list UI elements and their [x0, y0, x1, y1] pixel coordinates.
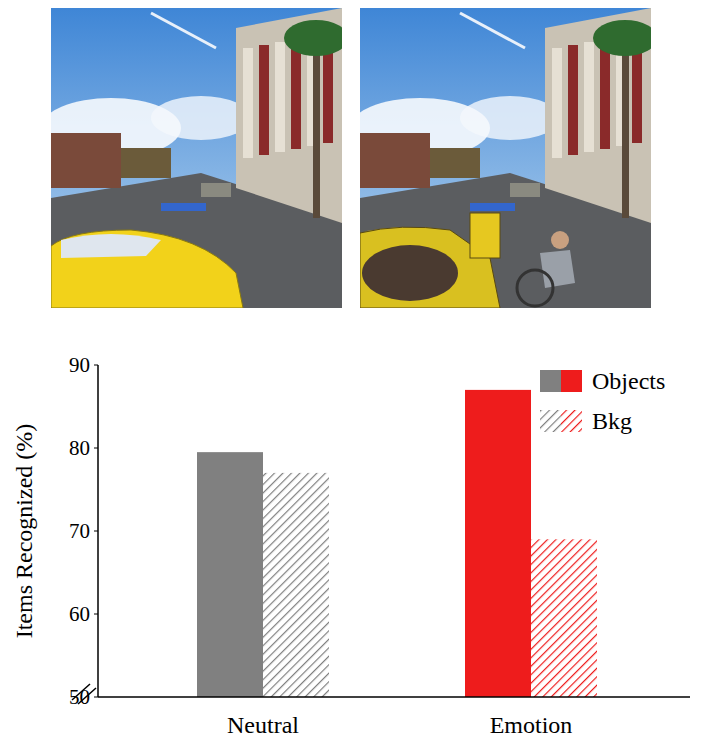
y-tick — [94, 697, 98, 698]
y-tick — [94, 365, 98, 366]
contrail — [151, 13, 216, 48]
facade-detail — [259, 45, 269, 155]
road-marking — [470, 203, 515, 211]
windshield — [61, 234, 161, 258]
palm-leaves — [593, 20, 651, 56]
y-tick — [94, 448, 98, 449]
x-axis — [98, 696, 690, 698]
bar — [531, 539, 597, 697]
legend-swatch — [561, 410, 582, 432]
palm-trunk — [313, 38, 320, 218]
facade-detail — [275, 42, 285, 152]
facade-detail — [291, 39, 301, 149]
person-body — [540, 250, 575, 288]
trees — [121, 148, 171, 178]
y-tick — [94, 614, 98, 615]
photo-neutral — [51, 8, 342, 308]
yellow-car — [51, 230, 243, 308]
photo-emotion — [360, 8, 651, 308]
bars — [197, 390, 597, 697]
person-head — [551, 231, 569, 249]
y-tick-label: 60 — [69, 602, 90, 626]
building — [360, 133, 430, 188]
facade-detail — [600, 39, 610, 149]
legend-label: Bkg — [592, 408, 632, 434]
building — [51, 133, 121, 188]
y-tick-label: 50 — [69, 685, 90, 709]
y-tick-label: 80 — [69, 436, 90, 460]
y-axis-title: Items Recognized (%) — [11, 424, 37, 639]
y-tick-label: 90 — [69, 353, 90, 377]
parked-car — [510, 183, 540, 197]
facade-detail — [243, 48, 253, 158]
facade-detail — [552, 48, 562, 158]
legend-swatch — [540, 370, 561, 392]
facade-detail — [584, 42, 594, 152]
road-marking — [161, 203, 206, 211]
palm-trunk — [622, 38, 629, 218]
wreck-debris — [362, 245, 458, 301]
category-label: Emotion — [490, 712, 573, 738]
y-tick-label: 70 — [69, 519, 90, 543]
legend-swatch — [561, 370, 582, 392]
bar — [465, 390, 531, 697]
legend-swatch — [540, 410, 561, 432]
contrail — [460, 13, 525, 48]
bicycle-wheel — [517, 270, 553, 306]
car-door — [470, 213, 500, 258]
facade-detail — [568, 45, 578, 155]
y-tick — [94, 531, 98, 532]
trees — [430, 148, 480, 178]
bar — [263, 473, 329, 697]
palm-leaves — [284, 20, 342, 56]
legend-label: Objects — [592, 368, 665, 394]
category-label: Neutral — [227, 712, 299, 738]
chart: Neutral Emotion 50 60 70 80 90 Items Recognized… — [0, 0, 703, 739]
bar — [197, 452, 263, 697]
parked-car — [201, 183, 231, 197]
